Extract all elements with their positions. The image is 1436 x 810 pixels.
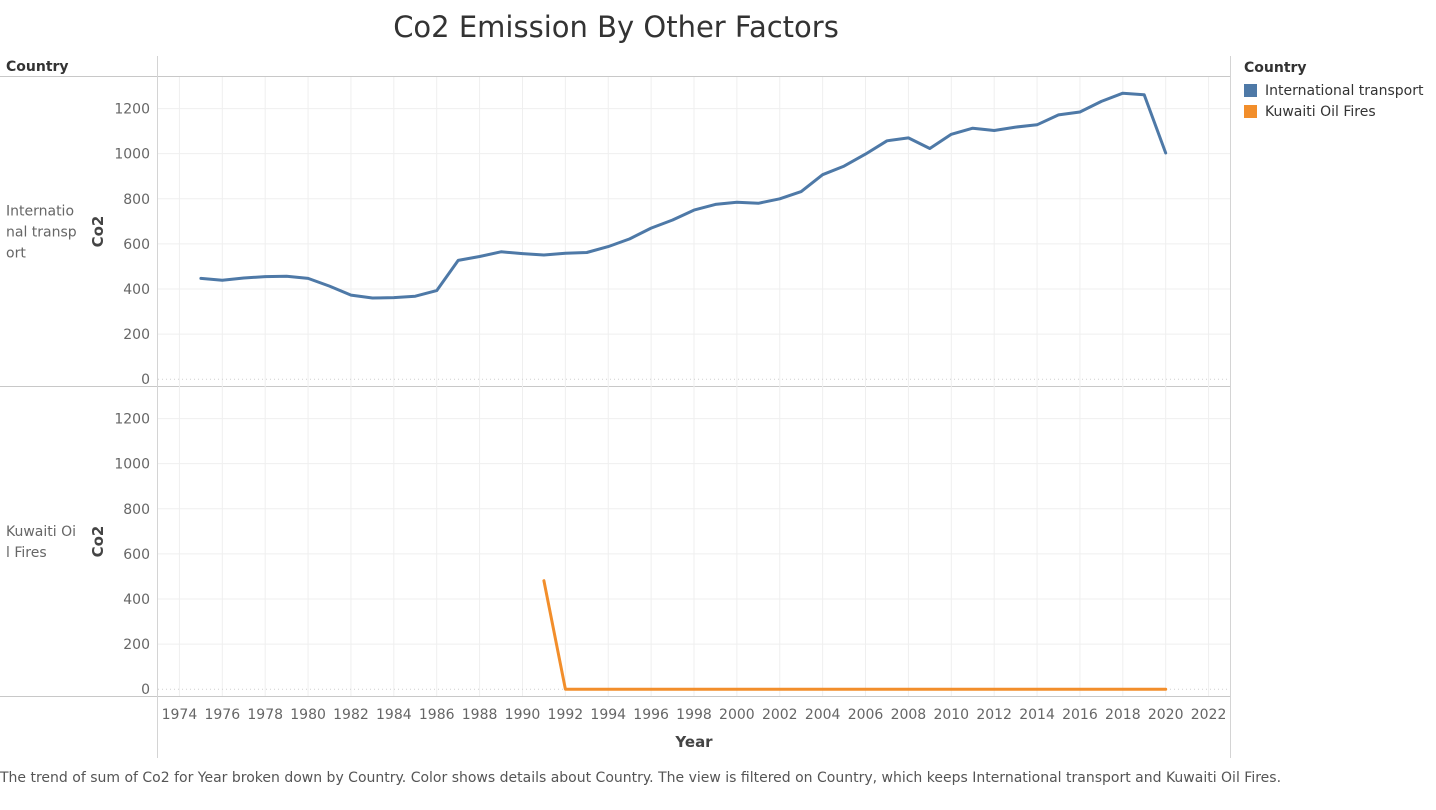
x-tick-label: 1984 — [376, 707, 412, 723]
y-tick-label: 1000 — [114, 457, 150, 473]
x-tick-label: 1994 — [590, 707, 626, 723]
x-tick-label: 1998 — [676, 707, 712, 723]
x-tick-label: 2010 — [933, 707, 969, 723]
chart-area: 1974 1976 1978 1980 1982 1984 1986 1988 1990 1992… — [0, 56, 1231, 758]
y-tick-label: 0 — [141, 682, 150, 698]
legend-swatch-international-transport — [1244, 84, 1257, 97]
row-label: Internatio nal transp ort — [6, 204, 77, 262]
x-tick-label: 2004 — [805, 707, 841, 723]
x-tick-label: 1976 — [204, 707, 240, 723]
legend-item-kuwaiti-oil-fires[interactable]: Kuwaiti Oil Fires — [1244, 101, 1424, 122]
row-header: Country — [6, 59, 69, 75]
x-tick-label: 1996 — [633, 707, 669, 723]
y-tick-label: 800 — [123, 192, 150, 208]
x-tick-label: 2014 — [1019, 707, 1055, 723]
x-tick-label: 2018 — [1105, 707, 1141, 723]
x-tick-label: 1990 — [505, 707, 541, 723]
y-tick-label: 200 — [123, 637, 150, 653]
x-tick-label: 2022 — [1191, 707, 1227, 723]
x-tick-label: 2002 — [762, 707, 798, 723]
x-tick-label: 1992 — [548, 707, 584, 723]
series-line-international-transport — [199, 91, 1168, 300]
legend-label: International transport — [1265, 82, 1424, 99]
y-tick-label: 600 — [123, 547, 150, 563]
x-tick-label: 2016 — [1062, 707, 1098, 723]
x-tick-label: 1988 — [462, 707, 498, 723]
y-axis-title: Co2 — [89, 526, 107, 558]
y-tick-label: 400 — [123, 592, 150, 608]
x-tick-label: 2012 — [976, 707, 1012, 723]
x-tick-label: 2020 — [1148, 707, 1184, 723]
y-tick-label: 200 — [123, 327, 150, 343]
x-tick-label: 1986 — [419, 707, 455, 723]
x-tick-label: 2008 — [891, 707, 927, 723]
chart-caption: The trend of sum of Co2 for Year broken … — [0, 770, 1282, 786]
y-tick-label: 600 — [123, 237, 150, 253]
x-tick-label: 1982 — [333, 707, 369, 723]
x-axis-title: Year — [674, 733, 713, 751]
series-lines — [199, 91, 1168, 691]
legend-label: Kuwaiti Oil Fires — [1265, 103, 1376, 120]
axis-labels: 1974 1976 1978 1980 1982 1984 1986 1988 1990 1992… — [6, 102, 1226, 723]
y-tick-label: 0 — [141, 372, 150, 388]
grid-lines — [158, 77, 1230, 696]
y-axis-title: Co2 — [89, 216, 107, 248]
legend-swatch-kuwaiti-oil-fires — [1244, 105, 1257, 118]
row-label: Kuwaiti Oi l Fires — [6, 524, 76, 561]
y-tick-label: 800 — [123, 502, 150, 518]
legend: Country International transport Kuwaiti … — [1244, 60, 1424, 122]
legend-title: Country — [1244, 60, 1307, 76]
y-tick-label: 400 — [123, 282, 150, 298]
y-tick-label: 1200 — [114, 412, 150, 428]
x-tick-label: 1974 — [162, 707, 198, 723]
x-tick-label: 2006 — [848, 707, 884, 723]
series-line-kuwaiti-oil-fires — [542, 579, 1168, 691]
x-tick-label: 1978 — [247, 707, 283, 723]
x-tick-label: 1980 — [290, 707, 326, 723]
legend-item-international-transport[interactable]: International transport — [1244, 80, 1424, 101]
x-tick-label: 2000 — [719, 707, 755, 723]
chart-title: Co2 Emission By Other Factors — [393, 10, 839, 44]
y-tick-label: 1000 — [114, 147, 150, 163]
y-tick-label: 1200 — [114, 102, 150, 118]
